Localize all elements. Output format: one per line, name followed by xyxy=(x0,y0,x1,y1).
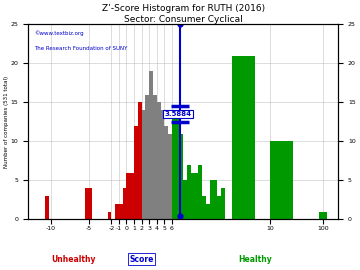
Text: ©www.textbiz.org: ©www.textbiz.org xyxy=(34,30,84,36)
Bar xyxy=(187,165,191,220)
Bar xyxy=(168,134,172,220)
Bar xyxy=(183,180,187,220)
Bar xyxy=(45,196,49,220)
Bar xyxy=(85,188,89,220)
Text: Healthy: Healthy xyxy=(238,255,272,264)
Bar xyxy=(210,180,213,220)
Bar xyxy=(191,173,194,220)
Bar xyxy=(213,180,217,220)
Bar xyxy=(176,118,179,220)
Bar xyxy=(206,204,210,220)
Bar xyxy=(134,126,138,220)
Bar xyxy=(149,71,153,220)
Bar xyxy=(164,126,168,220)
Bar xyxy=(138,102,141,220)
Bar xyxy=(153,94,157,220)
Bar xyxy=(89,188,93,220)
Bar xyxy=(172,110,176,220)
Bar xyxy=(217,196,221,220)
Bar xyxy=(123,188,126,220)
Bar xyxy=(119,204,123,220)
Bar xyxy=(232,56,255,220)
Bar xyxy=(221,188,225,220)
Bar xyxy=(145,94,149,220)
Text: 3.5884: 3.5884 xyxy=(164,111,192,117)
Text: Score: Score xyxy=(129,255,154,264)
Text: The Research Foundation of SUNY: The Research Foundation of SUNY xyxy=(34,46,128,51)
Text: Unhealthy: Unhealthy xyxy=(51,255,96,264)
Bar xyxy=(194,173,198,220)
Y-axis label: Number of companies (531 total): Number of companies (531 total) xyxy=(4,76,9,168)
Bar xyxy=(179,134,183,220)
Bar xyxy=(270,141,293,220)
Bar xyxy=(161,110,164,220)
Bar xyxy=(198,165,202,220)
Bar xyxy=(126,173,130,220)
Bar xyxy=(115,204,119,220)
Bar xyxy=(130,173,134,220)
Bar xyxy=(157,102,161,220)
Bar xyxy=(319,212,327,220)
Bar xyxy=(141,110,145,220)
Bar xyxy=(108,212,111,220)
Bar xyxy=(202,196,206,220)
Title: Z’-Score Histogram for RUTH (2016)
Sector: Consumer Cyclical: Z’-Score Histogram for RUTH (2016) Secto… xyxy=(102,4,265,23)
